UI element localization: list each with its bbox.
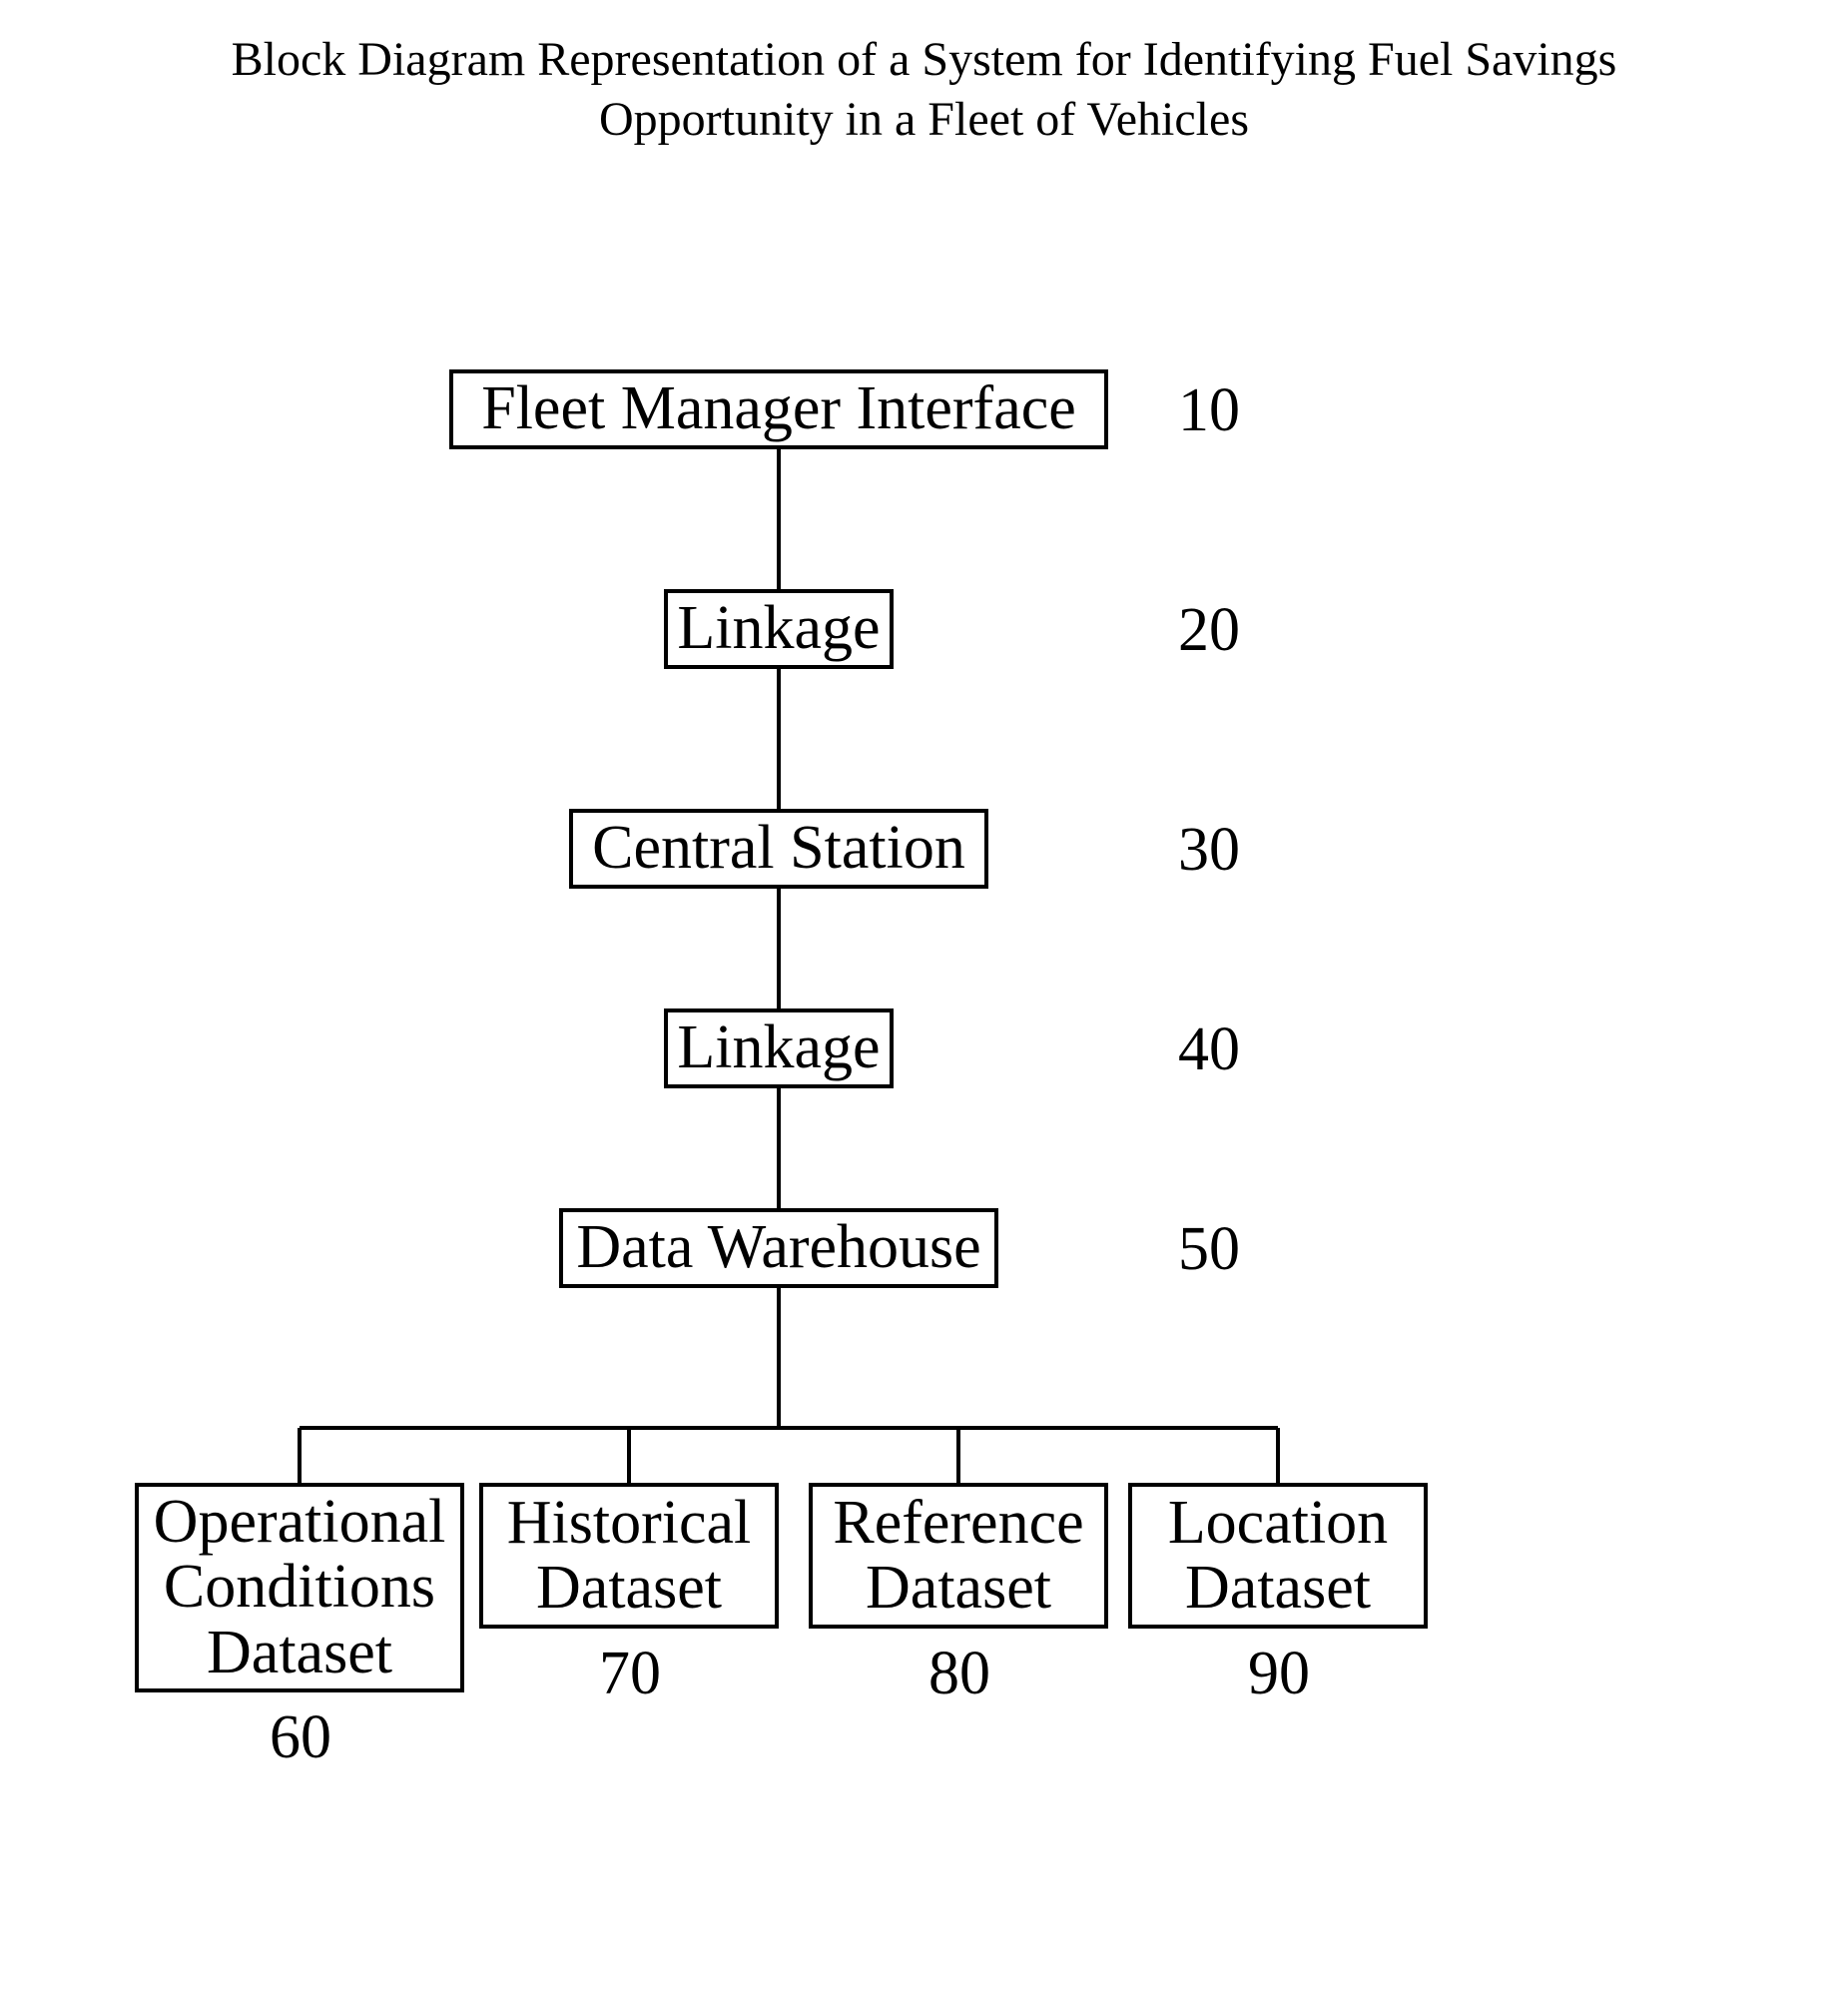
node-label: Central Station [592,816,965,881]
node-label: LocationDataset [1168,1491,1388,1621]
diagram-title: Block Diagram Representation of a System… [126,0,1723,150]
node-ref-n80: 80 [928,1639,990,1709]
node-n70: HistoricalDataset [479,1483,779,1629]
node-label: Data Warehouse [576,1215,980,1280]
title-line-2: Opportunity in a Fleet of Vehicles [599,93,1249,146]
node-n40: Linkage [664,1008,894,1088]
node-ref-n40: 40 [1178,1014,1240,1085]
node-n20: Linkage [664,589,894,669]
node-label: HistoricalDataset [507,1491,752,1621]
node-label: Linkage [677,596,880,661]
node-label: Linkage [677,1015,880,1080]
node-n50: Data Warehouse [559,1208,998,1288]
node-label: Fleet Manager Interface [481,376,1076,441]
node-n90: LocationDataset [1128,1483,1428,1629]
node-n80: ReferenceDataset [809,1483,1108,1629]
node-ref-n30: 30 [1178,815,1240,886]
node-ref-n70: 70 [599,1639,661,1709]
node-ref-n20: 20 [1178,595,1240,666]
node-label: ReferenceDataset [833,1491,1083,1621]
node-ref-n60: 60 [270,1702,331,1773]
node-ref-n50: 50 [1178,1214,1240,1285]
node-n30: Central Station [569,809,988,889]
node-ref-n90: 90 [1248,1639,1310,1709]
node-ref-n10: 10 [1178,375,1240,446]
title-line-1: Block Diagram Representation of a System… [232,33,1617,86]
node-n60: OperationalConditionsDataset [135,1483,464,1692]
node-n10: Fleet Manager Interface [449,369,1108,449]
node-label: OperationalConditionsDataset [154,1490,446,1684]
